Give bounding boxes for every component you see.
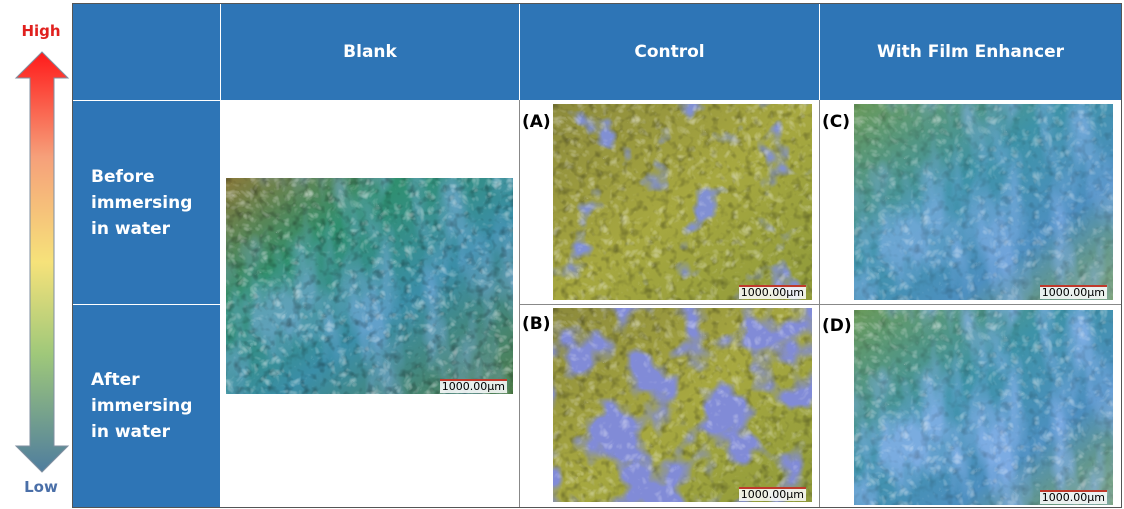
row-header: After immersing in water <box>73 305 220 507</box>
micrograph-texture <box>226 178 513 394</box>
micrograph-texture <box>854 310 1113 505</box>
micrograph: 1000.00μm <box>226 178 513 394</box>
row-header-text: Before immersing in water <box>91 166 193 239</box>
panel-label: (A) <box>522 112 551 132</box>
cell-divider <box>519 100 520 507</box>
micrograph: 1000.00μm <box>854 104 1113 300</box>
cell-divider <box>520 304 1121 305</box>
scale-bar: 1000.00μm <box>738 285 806 299</box>
scale-bar: 1000.00μm <box>738 487 806 501</box>
scale-bar: 1000.00μm <box>439 379 507 393</box>
micrograph: 1000.00μm <box>854 310 1113 505</box>
scale-bar: 1000.00μm <box>1039 285 1107 299</box>
panel-label: (B) <box>522 314 551 334</box>
micrograph: 1000.00μm <box>553 104 812 300</box>
table-frame <box>72 3 1122 508</box>
panel-label: (D) <box>822 316 852 336</box>
scale-low: Low <box>24 478 58 496</box>
scale-high: High <box>21 22 61 40</box>
scale-arrow <box>14 51 70 473</box>
panel-label: (C) <box>822 112 851 132</box>
row-header-text: After immersing in water <box>91 370 193 442</box>
column-header: Blank <box>221 4 519 100</box>
micrograph: 1000.00μm <box>553 308 812 502</box>
row-header: Before immersing in water <box>73 101 220 304</box>
cell-divider <box>819 100 820 507</box>
micrograph-texture <box>553 104 812 300</box>
column-header: With Film Enhancer <box>820 4 1121 100</box>
micrograph-texture <box>854 104 1113 300</box>
scale-bar: 1000.00μm <box>1039 490 1107 504</box>
micrograph-texture <box>553 308 812 502</box>
column-header: Control <box>520 4 819 100</box>
corner-cell <box>73 4 220 100</box>
